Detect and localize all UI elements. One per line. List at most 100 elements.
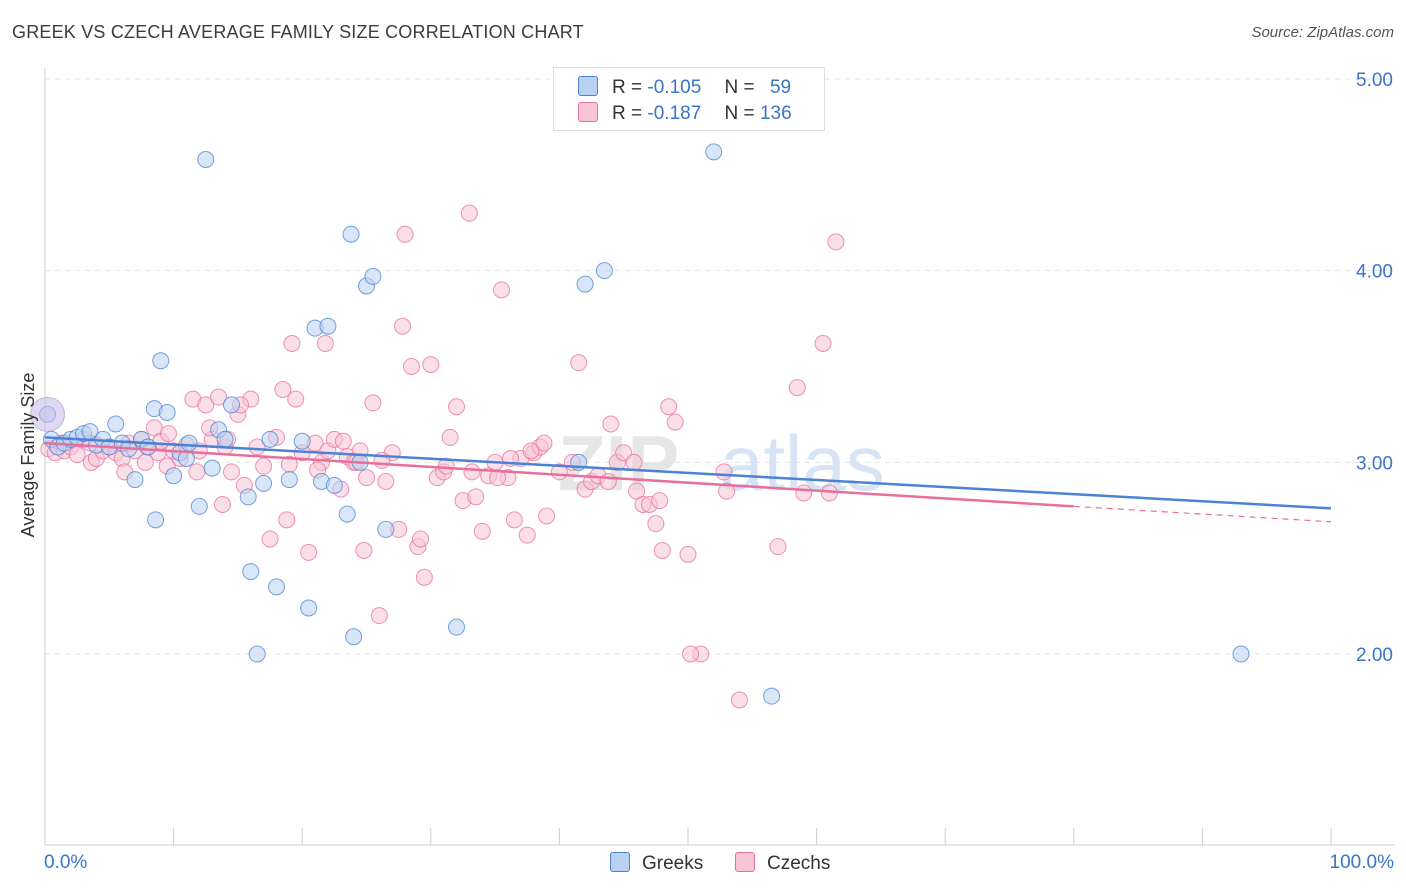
greeks-point bbox=[126, 471, 144, 489]
greeks-point bbox=[319, 317, 337, 335]
czechs-point bbox=[316, 335, 334, 352]
czechs-point bbox=[213, 496, 231, 513]
legend-item-greeks[interactable]: Greeks bbox=[610, 852, 703, 875]
chart-title: GREEK VS CZECH AVERAGE FAMILY SIZE CORRE… bbox=[12, 22, 584, 42]
greeks-point bbox=[165, 467, 183, 485]
legend-n-value-czechs: 136 bbox=[759, 103, 792, 124]
greeks-point bbox=[158, 404, 176, 421]
greeks-trend-line bbox=[44, 436, 1332, 510]
y-tick-labels: 2.00 3.00 4.00 5.00 bbox=[1356, 70, 1393, 666]
czechs-point bbox=[370, 607, 388, 625]
greeks-point bbox=[107, 415, 125, 433]
legend-n-label: N = bbox=[724, 77, 755, 98]
czechs-point bbox=[715, 463, 733, 481]
greeks-point bbox=[239, 488, 257, 506]
czechs-point bbox=[278, 511, 296, 529]
greeks-point bbox=[152, 352, 170, 370]
czechs-point bbox=[448, 398, 466, 416]
czechs-point bbox=[287, 390, 305, 408]
czechs-point bbox=[460, 204, 478, 222]
czechs-point bbox=[535, 434, 553, 452]
czechs-swatch-icon bbox=[578, 102, 598, 122]
czechs-point bbox=[827, 233, 845, 251]
x-tick-label-max: 100.0% bbox=[1329, 852, 1394, 873]
x-tick-label-min: 0.0% bbox=[44, 852, 88, 873]
greeks-point bbox=[293, 432, 311, 450]
czechs-point bbox=[261, 530, 279, 548]
greeks-point bbox=[377, 520, 395, 538]
y-tick-label: 3.00 bbox=[1356, 453, 1393, 474]
czechs-point bbox=[538, 507, 556, 525]
czechs-point bbox=[300, 543, 318, 561]
czechs-point bbox=[255, 457, 273, 475]
czechs-point bbox=[653, 542, 671, 559]
greeks-legend-icon bbox=[610, 852, 630, 872]
greeks-point bbox=[763, 687, 781, 705]
czechs-point bbox=[441, 428, 459, 446]
czechs-point bbox=[210, 388, 228, 406]
czechs-trend-extension bbox=[1073, 505, 1332, 523]
czechs-point bbox=[666, 413, 684, 431]
legend-item-czechs[interactable]: Czechs bbox=[735, 852, 830, 875]
czechs-point bbox=[718, 482, 736, 500]
greeks-point bbox=[448, 618, 466, 636]
czechs-point bbox=[679, 545, 697, 563]
czechs-point bbox=[730, 691, 748, 709]
greeks-point bbox=[325, 476, 343, 494]
czechs-point bbox=[493, 281, 511, 299]
czechs-point bbox=[489, 469, 507, 487]
y-tick-label: 5.00 bbox=[1356, 70, 1393, 91]
czechs-point bbox=[358, 469, 375, 487]
greeks-point bbox=[705, 143, 723, 161]
czechs-point bbox=[473, 522, 491, 540]
czechs-point bbox=[599, 473, 617, 490]
legend-r-value-czechs: -0.187 bbox=[647, 103, 702, 124]
czechs-point bbox=[570, 354, 588, 372]
czechs-point bbox=[415, 568, 433, 586]
greeks-point bbox=[1232, 645, 1250, 663]
czechs-point bbox=[334, 432, 352, 450]
czechs-point bbox=[222, 463, 240, 481]
czechs-point bbox=[769, 538, 787, 556]
czechs-points bbox=[40, 204, 845, 709]
greeks-point bbox=[342, 225, 360, 243]
czechs-point bbox=[467, 488, 485, 506]
trend-lines bbox=[44, 436, 1332, 523]
greeks-point bbox=[147, 511, 165, 529]
czechs-point bbox=[518, 526, 536, 544]
legend-r-label: R = bbox=[612, 103, 643, 124]
czechs-point bbox=[188, 463, 206, 481]
czechs-point bbox=[377, 473, 395, 490]
greeks-point bbox=[180, 434, 198, 452]
legend-r-value-greeks: -0.105 bbox=[647, 77, 702, 98]
legend-row-czechs: R = -0.187 N = 136 bbox=[578, 102, 792, 126]
greeks-point bbox=[222, 396, 240, 414]
czechs-legend-icon bbox=[735, 852, 755, 872]
czechs-point bbox=[283, 335, 301, 352]
czechs-trend-line bbox=[44, 441, 1074, 508]
czechs-point bbox=[505, 511, 523, 529]
czechs-legend-label: Czechs bbox=[767, 853, 831, 874]
series-legend: Greeks Czechs bbox=[0, 852, 1406, 878]
greeks-point bbox=[595, 262, 613, 280]
czechs-point bbox=[394, 317, 412, 335]
czechs-point bbox=[355, 542, 373, 559]
czechs-point bbox=[625, 453, 643, 471]
greeks-point bbox=[300, 599, 318, 617]
greeks-point bbox=[576, 275, 594, 293]
czechs-point bbox=[463, 463, 481, 481]
greeks-point bbox=[345, 628, 363, 646]
greeks-point bbox=[203, 459, 221, 477]
greeks-point bbox=[190, 497, 208, 515]
czechs-point bbox=[660, 398, 678, 416]
source-label: Source: ZipAtlas.com bbox=[1251, 24, 1394, 41]
greeks-legend-label: Greeks bbox=[642, 853, 704, 874]
correlation-legend: R = -0.105 N = 59 R = -0.187 N = 136 bbox=[553, 67, 825, 131]
greeks-point bbox=[261, 430, 279, 448]
greeks-point bbox=[364, 267, 382, 285]
czechs-point bbox=[522, 442, 540, 460]
legend-row-greeks: R = -0.105 N = 59 bbox=[578, 76, 791, 100]
legend-n-value-greeks: 59 bbox=[769, 77, 792, 98]
y-tick-label: 4.00 bbox=[1356, 262, 1393, 283]
